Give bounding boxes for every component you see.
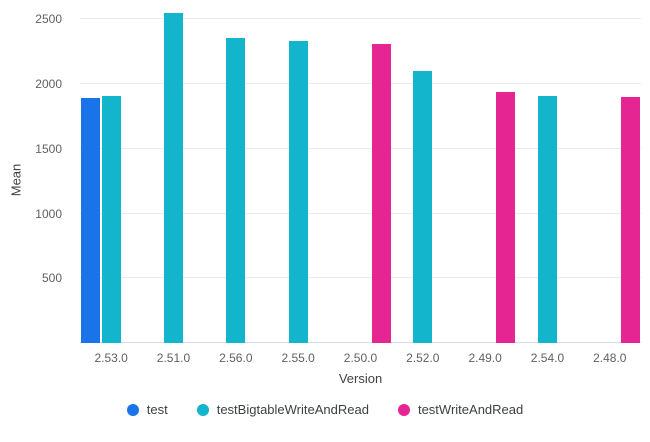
category-group-2.50.0 <box>329 0 391 343</box>
bar-testBigtableWriteAndRead-2.55.0[interactable] <box>288 41 308 343</box>
bar-testWriteAndRead-2.48.0[interactable] <box>621 97 641 343</box>
legend: test testBigtableWriteAndRead testWriteAnd… <box>0 403 650 416</box>
category-group-2.54.0 <box>516 0 578 343</box>
legend-label-test: test <box>146 402 168 417</box>
gridline-500 <box>80 277 641 279</box>
bar-slot <box>142 0 163 343</box>
legend-label-testBigtableWriteAndRead: testBigtableWriteAndRead <box>216 402 369 417</box>
gridline-1500 <box>80 147 641 149</box>
plot-area <box>80 0 641 343</box>
bar-testBigtableWriteAndRead-2.51.0[interactable] <box>164 12 183 343</box>
x-axis-title: Version <box>338 371 383 386</box>
y-axis-title: Mean <box>8 163 24 197</box>
bar-slot <box>599 0 620 343</box>
category-group-2.48.0 <box>579 0 641 343</box>
bar-testBigtableWriteAndRead-2.52.0[interactable] <box>413 71 433 343</box>
y-tick-label-1000: 1000 <box>35 206 62 221</box>
bar-slot <box>433 0 454 343</box>
bar-slot <box>246 0 267 343</box>
bar-slot <box>122 0 143 343</box>
bar-slot <box>184 0 205 343</box>
category-group-2.49.0 <box>454 0 516 343</box>
bar-slot <box>288 0 309 343</box>
y-tick-label-2500: 2500 <box>35 12 62 27</box>
legend-dot-testWriteAndRead <box>397 403 410 416</box>
x-tick-label-2.55.0: 2.55.0 <box>281 351 315 365</box>
bar-slot <box>558 0 579 343</box>
bar-slot <box>496 0 517 343</box>
bar-testBigtableWriteAndRead-2.54.0[interactable] <box>537 96 557 343</box>
x-tick-label-2.54.0: 2.54.0 <box>530 351 565 365</box>
x-tick-label-2.49.0: 2.49.0 <box>468 351 502 365</box>
x-axis-line <box>80 342 641 343</box>
bar-slot <box>309 0 330 343</box>
gridline-1000 <box>80 212 641 214</box>
bars-layer <box>80 0 641 343</box>
category-group-2.55.0 <box>267 0 329 343</box>
x-tick-label-2.51.0: 2.51.0 <box>156 351 191 365</box>
y-tick-label-1500: 1500 <box>35 141 62 156</box>
bar-slot <box>537 0 558 343</box>
y-tick-label-500: 500 <box>41 271 62 286</box>
bar-slot <box>329 0 350 343</box>
x-tick-labels: 2.53.0 2.51.0 2.56.0 2.55.0 2.50.0 2.52.0 2.49… <box>80 351 641 365</box>
legend-item-testBigtableWriteAndRead[interactable]: testBigtableWriteAndRead <box>196 402 369 417</box>
bar-slot <box>205 0 226 343</box>
x-tick-label-2.50.0: 2.50.0 <box>343 351 378 365</box>
category-group-2.52.0 <box>392 0 454 343</box>
legend-dot-test <box>126 403 139 416</box>
bar-slot <box>350 0 371 343</box>
gridline-2500 <box>80 18 641 20</box>
bar-slot <box>454 0 475 343</box>
legend-item-test[interactable]: test <box>126 402 168 417</box>
bar-slot <box>101 0 122 343</box>
bar-slot <box>392 0 413 343</box>
x-tick-label-2.53.0: 2.53.0 <box>94 351 128 365</box>
legend-item-testWriteAndRead[interactable]: testWriteAndRead <box>397 402 524 417</box>
x-tick-label-2.48.0: 2.48.0 <box>593 351 627 365</box>
x-tick-label-2.52.0: 2.52.0 <box>406 351 440 365</box>
gridline-2000 <box>80 83 641 85</box>
category-group-2.56.0 <box>205 0 267 343</box>
bar-slot <box>412 0 433 343</box>
bar-slot <box>579 0 600 343</box>
bar-slot <box>516 0 537 343</box>
bar-testWriteAndRead-2.49.0[interactable] <box>496 91 516 343</box>
bar-slot <box>620 0 641 343</box>
legend-label-testWriteAndRead: testWriteAndRead <box>417 402 524 417</box>
bar-slot <box>225 0 246 343</box>
bar-testWriteAndRead-2.50.0[interactable] <box>371 44 391 343</box>
y-tick-label-2000: 2000 <box>35 77 62 92</box>
category-group-2.53.0 <box>80 0 142 343</box>
bar-slot <box>475 0 496 343</box>
bar-test-2.53.0[interactable] <box>80 98 100 343</box>
legend-dot-testBigtableWriteAndRead <box>196 403 209 416</box>
bar-slot <box>267 0 288 343</box>
bar-slot <box>371 0 392 343</box>
x-tick-label-2.56.0: 2.56.0 <box>219 351 253 365</box>
bar-slot <box>80 0 101 343</box>
bar-testBigtableWriteAndRead-2.53.0[interactable] <box>101 95 121 343</box>
bar-slot <box>163 0 184 343</box>
bar-testBigtableWriteAndRead-2.56.0[interactable] <box>226 37 246 343</box>
category-group-2.51.0 <box>142 0 204 343</box>
